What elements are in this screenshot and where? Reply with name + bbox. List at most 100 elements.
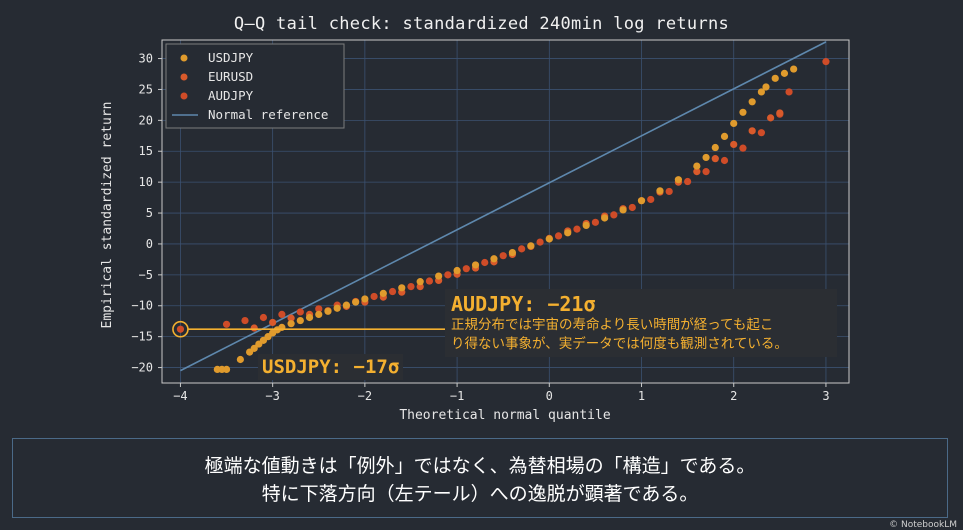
point-audjpy: [739, 144, 747, 152]
point-usdjpy: [296, 316, 304, 325]
point-usdjpy: [435, 272, 443, 280]
point-eurusd: [767, 114, 775, 122]
point-audjpy: [665, 187, 673, 196]
point-usdjpy: [730, 119, 738, 128]
point-audjpy: [370, 292, 378, 301]
point-audjpy: [628, 203, 636, 212]
point-usdjpy: [748, 98, 756, 106]
audjpy-annotation-line1: 正規分布では宇宙の寿命より長い時間が経っても起こ: [451, 317, 774, 333]
legend-marker-usdjpy: [180, 54, 188, 62]
audjpy-annotation: AUDJPY: −21σ 正規分布では宇宙の寿命より長い時間が経っても起こ り得…: [445, 289, 837, 357]
caption-box: 極端な値動きは「例外」ではなく、為替相場の「構造」である。 特に下落方向（左テー…: [12, 438, 948, 518]
legend: USDJPY EURUSD AUDJPY Normal reference: [165, 43, 345, 129]
point-usdjpy: [790, 65, 798, 73]
legend-box: [165, 43, 345, 129]
point-audjpy: [554, 232, 563, 240]
point-audjpy: [518, 245, 526, 253]
point-audjpy: [757, 129, 765, 137]
y-tick-label: −15: [131, 330, 153, 344]
point-usdjpy: [342, 301, 351, 309]
point-audjpy: [573, 225, 581, 233]
point-usdjpy: [527, 242, 535, 250]
normal-reference: [180, 41, 827, 372]
point-audjpy: [315, 305, 323, 313]
point-audjpy: [481, 258, 489, 267]
y-axis-label: Empirical standardized return: [100, 102, 115, 329]
point-usdjpy: [453, 266, 461, 275]
point-usdjpy: [398, 284, 406, 292]
legend-label-eurusd: EURUSD: [208, 69, 253, 84]
point-usdjpy: [250, 344, 258, 352]
x-axis-label: Theoretical normal quantile: [399, 408, 610, 423]
y-tick-label: 15: [139, 144, 153, 158]
point-usdjpy: [352, 298, 360, 306]
point-eurusd: [711, 155, 719, 163]
point-audjpy: [785, 88, 793, 96]
point-eurusd: [776, 109, 784, 117]
point-audjpy: [176, 325, 185, 333]
point-audjpy: [296, 308, 304, 316]
point-audjpy: [702, 168, 710, 176]
point-usdjpy: [564, 229, 572, 237]
point-usdjpy: [471, 261, 480, 269]
point-audjpy: [647, 195, 655, 204]
audjpy-highlight-ring: [172, 320, 189, 338]
y-tick-label: 0: [146, 237, 153, 251]
y-ticks: −20 −15 −10 −5 0 5 10 15 20 25 30: [131, 52, 162, 375]
point-audjpy: [407, 282, 415, 291]
point-eurusd: [416, 282, 424, 291]
x-tick-label: −3: [265, 389, 279, 403]
usdjpy-annotation: USDJPY: −17σ: [258, 354, 404, 380]
series-usdjpy: [213, 65, 798, 374]
normal-reference-line: [180, 41, 827, 372]
point-eurusd: [269, 318, 277, 327]
point-usdjpy: [490, 255, 498, 263]
point-eurusd: [250, 324, 258, 332]
point-audjpy: [591, 218, 600, 226]
point-usdjpy: [720, 132, 729, 141]
point-audjpy: [259, 313, 268, 322]
point-audjpy: [720, 156, 729, 165]
point-eurusd: [730, 140, 738, 149]
point-usdjpy: [601, 214, 609, 222]
audjpy-annotation-title: AUDJPY: −21σ: [451, 292, 596, 316]
point-audjpy: [425, 277, 434, 285]
chart-title: Q–Q tail check: standardized 240min log …: [233, 14, 730, 34]
point-usdjpy: [656, 187, 664, 195]
point-audjpy: [684, 177, 692, 186]
point-usdjpy: [315, 310, 323, 318]
y-tick-label: 30: [139, 52, 153, 66]
point-eurusd: [693, 168, 701, 176]
y-tick-label: −10: [131, 299, 153, 313]
point-usdjpy: [324, 307, 332, 315]
x-tick-label: −4: [173, 389, 187, 403]
point-audjpy: [536, 238, 544, 246]
point-usdjpy: [637, 197, 646, 205]
x-tick-label: −2: [358, 389, 372, 403]
point-eurusd: [287, 314, 295, 322]
point-audjpy: [388, 287, 397, 296]
point-usdjpy: [222, 365, 231, 374]
point-usdjpy: [361, 295, 369, 303]
x-tick-label: 2: [730, 389, 737, 403]
point-usdjpy: [693, 162, 701, 170]
point-usdjpy: [545, 235, 553, 243]
audjpy-annotation-line2: り得ない事象が、実データでは何度も観測されている。: [451, 336, 788, 352]
point-usdjpy: [674, 176, 683, 184]
legend-label-audjpy: AUDJPY: [208, 88, 254, 103]
point-usdjpy: [305, 313, 314, 322]
point-eurusd: [748, 127, 756, 135]
legend-label-normal: Normal reference: [208, 107, 328, 122]
x-ticks: −4 −3 −2 −1 0 1 2 3: [173, 383, 830, 403]
x-tick-label: 1: [638, 389, 645, 403]
point-usdjpy: [757, 88, 765, 96]
y-tick-label: 10: [139, 175, 153, 189]
legend-label-usdjpy: USDJPY: [208, 50, 254, 65]
point-audjpy: [444, 271, 452, 279]
data-points: [176, 58, 830, 374]
callouts: [172, 320, 445, 338]
credit-watermark: © NotebookLM: [889, 520, 957, 530]
point-usdjpy: [702, 153, 710, 162]
legend-marker-audjpy: [180, 92, 188, 100]
